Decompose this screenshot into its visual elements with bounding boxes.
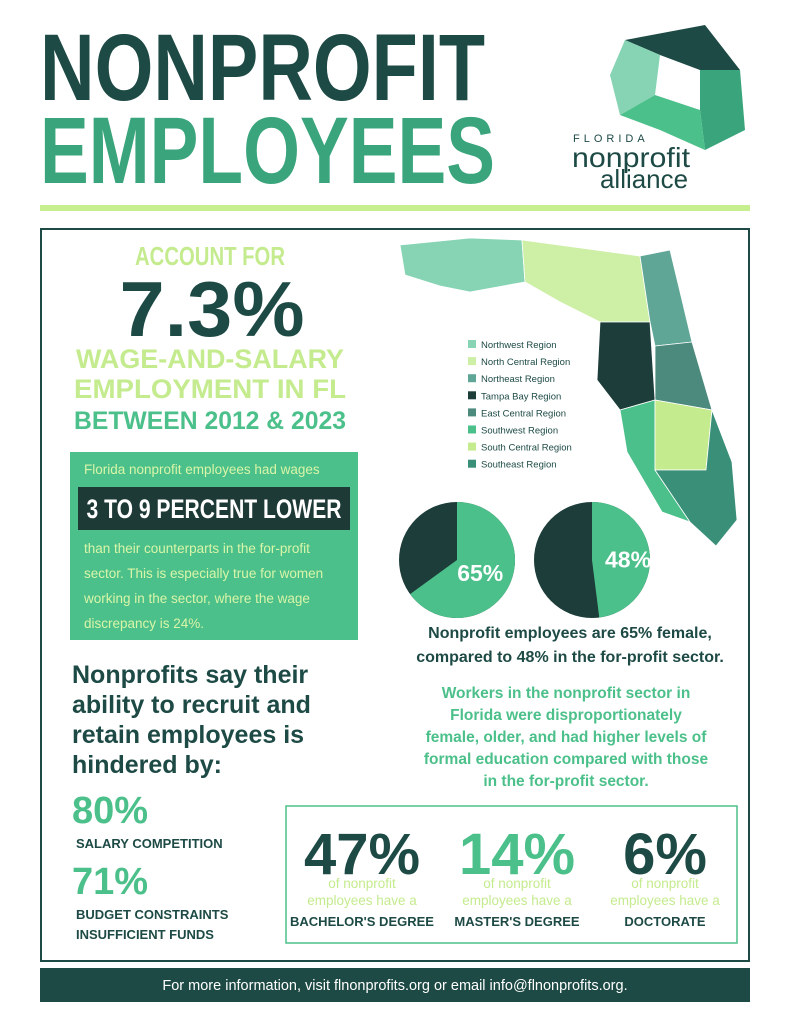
education-box — [285, 805, 738, 944]
recruit-item: SALARY COMPETITION — [76, 836, 223, 851]
logo — [610, 25, 745, 150]
highlight-text: 3 TO 9 PERCENT LOWER — [87, 494, 342, 524]
pie-label: 48% — [605, 546, 651, 572]
recruit-heading: retain employees is — [72, 721, 304, 749]
workers-line: formal education compared with those — [424, 751, 709, 768]
wages-text: working in the sector, where the wage — [83, 591, 310, 606]
education-stat: 14% — [459, 822, 575, 887]
recruit-stat: 71% — [72, 861, 148, 903]
legend-swatch — [468, 459, 476, 468]
education-text: of nonprofit — [631, 876, 699, 891]
headline-stat: 7.3% — [120, 265, 305, 353]
map-region — [654, 409, 738, 547]
wages-text: sector. This is especially true for wome… — [84, 566, 323, 581]
footer-bar — [40, 968, 750, 1002]
education-degree: MASTER'S DEGREE — [454, 914, 579, 929]
education-degree: DOCTORATE — [624, 914, 705, 929]
logo-text: FLORIDA — [573, 133, 649, 145]
map-region — [596, 321, 656, 411]
gender-pies: 65% 48% — [399, 502, 651, 618]
legend-swatch — [468, 442, 476, 451]
legend-swatch — [468, 408, 476, 417]
title: NONPROFIT — [40, 15, 485, 121]
legend-label: Northwest Region — [481, 340, 557, 351]
map-region — [654, 399, 713, 471]
highlight-box — [78, 487, 350, 530]
education-text: employees have a — [307, 893, 417, 908]
education-text: employees have a — [610, 893, 720, 908]
education-text: employees have a — [462, 893, 572, 908]
map-region — [654, 341, 713, 411]
education-text: of nonprofit — [483, 876, 551, 891]
map-region — [521, 239, 651, 323]
title: EMPLOYEES — [40, 98, 495, 204]
pie-wedge — [410, 502, 516, 618]
caption: compared to 48% in the for-profit sector… — [416, 649, 724, 666]
florida-map: Northwest Region North Central Region Nort… — [399, 237, 738, 547]
workers-line: Workers in the nonprofit sector in — [442, 685, 691, 702]
legend-label: East Central Region — [481, 408, 566, 419]
workers-line: female, older, and had higher levels of — [426, 729, 708, 746]
logo-text: alliance — [600, 164, 688, 194]
legend-label: Southeast Region — [481, 460, 557, 471]
legend-swatch — [468, 340, 476, 348]
recruit-item: INSUFFICIENT FUNDS — [76, 927, 214, 942]
legend-label: North Central Region — [481, 357, 570, 368]
legend-swatch — [468, 425, 476, 434]
headline-text: EMPLOYMENT IN FL — [74, 374, 346, 404]
legend-swatch — [468, 391, 476, 400]
wages-text: than their counterparts in the for-profi… — [84, 541, 310, 556]
recruit-item: BUDGET CONSTRAINTS — [76, 907, 229, 922]
legend-swatch — [468, 374, 476, 383]
frame — [40, 228, 750, 962]
recruit-heading: Nonprofits say their — [72, 661, 308, 689]
workers-line: in the for-profit sector. — [483, 773, 648, 790]
education-stat: 6% — [623, 822, 707, 887]
headline-lead: ACCOUNT FOR — [135, 241, 285, 271]
headline-text: BETWEEN 2012 & 2023 — [74, 407, 346, 435]
education-degree: BACHELOR'S DEGREE — [290, 914, 434, 929]
workers-line: Florida were disproportionately — [450, 707, 682, 724]
footer: For more information, visit flnonprofits… — [162, 978, 627, 994]
map-region — [399, 237, 526, 293]
pie-wedge — [592, 502, 651, 618]
wages-text: discrepancy is 24%. — [84, 616, 204, 631]
wages-box — [70, 452, 358, 640]
recruit-heading: ability to recruit and — [72, 691, 311, 719]
recruit-heading: hindered by: — [72, 751, 222, 779]
headline-text: WAGE-AND-SALARY — [76, 344, 344, 374]
legend-label: South Central Region — [481, 443, 572, 454]
logo-text: nonprofit — [572, 142, 690, 173]
divider — [40, 205, 750, 211]
legend-label: Northeast Region — [481, 374, 555, 385]
legend-label: Tampa Bay Region — [481, 391, 561, 402]
wages-body: than their counterparts in the for-profi… — [83, 541, 323, 631]
recruit-stat: 80% — [72, 790, 148, 832]
legend-label: Southwest Region — [481, 426, 558, 437]
pie-label: 65% — [457, 560, 503, 586]
workers-text: Workers in the nonprofit sector in Florid… — [424, 685, 709, 790]
wages-text: Florida nonprofit employees had wages — [84, 462, 320, 477]
education-text: of nonprofit — [328, 876, 396, 891]
caption: Nonprofit employees are 65% female, — [428, 625, 712, 642]
education-stat: 47% — [304, 822, 420, 887]
legend-swatch — [468, 357, 476, 366]
